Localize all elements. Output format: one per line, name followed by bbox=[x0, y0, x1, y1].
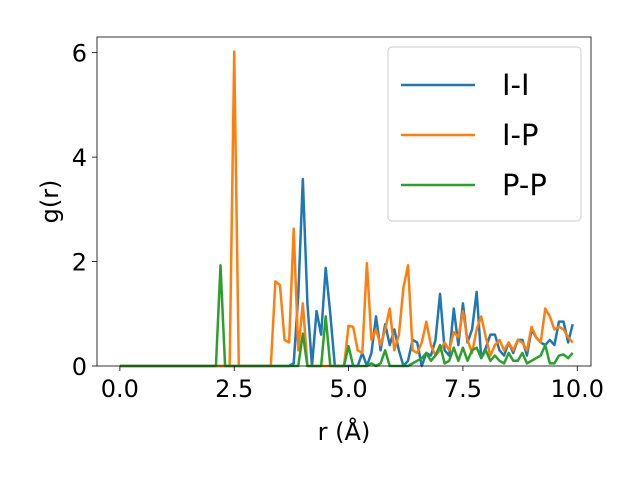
legend-label-i-i: I-I bbox=[502, 68, 530, 102]
y-axis-ticks: 0 2 4 6 bbox=[72, 40, 97, 381]
y-tick-label: 2 bbox=[72, 249, 87, 277]
x-tick-label: 2.5 bbox=[215, 375, 253, 403]
x-tick-label: 5.0 bbox=[329, 375, 367, 403]
x-axis-ticks: 0.0 2.5 5.0 7.5 10.0 bbox=[101, 366, 604, 403]
series-line-i-p bbox=[119, 50, 574, 368]
y-axis-label: g(r) bbox=[36, 180, 64, 224]
y-tick-label: 0 bbox=[72, 353, 87, 381]
series-line-i-i bbox=[119, 177, 574, 368]
legend-label-p-p: P-P bbox=[502, 168, 547, 202]
legend-items: I-I I-P P-P bbox=[401, 68, 547, 202]
legend-label-i-p: I-P bbox=[502, 118, 539, 152]
y-tick-label: 6 bbox=[72, 40, 87, 68]
legend-box bbox=[387, 46, 582, 222]
plot-frame bbox=[96, 36, 592, 367]
x-tick-label: 0.0 bbox=[101, 375, 139, 403]
x-tick-label: 10.0 bbox=[551, 375, 604, 403]
legend: I-I I-P P-P bbox=[387, 46, 582, 222]
y-tick-label: 4 bbox=[72, 144, 87, 172]
x-axis-label: r (Å) bbox=[318, 417, 371, 446]
x-tick-label: 7.5 bbox=[444, 375, 482, 403]
